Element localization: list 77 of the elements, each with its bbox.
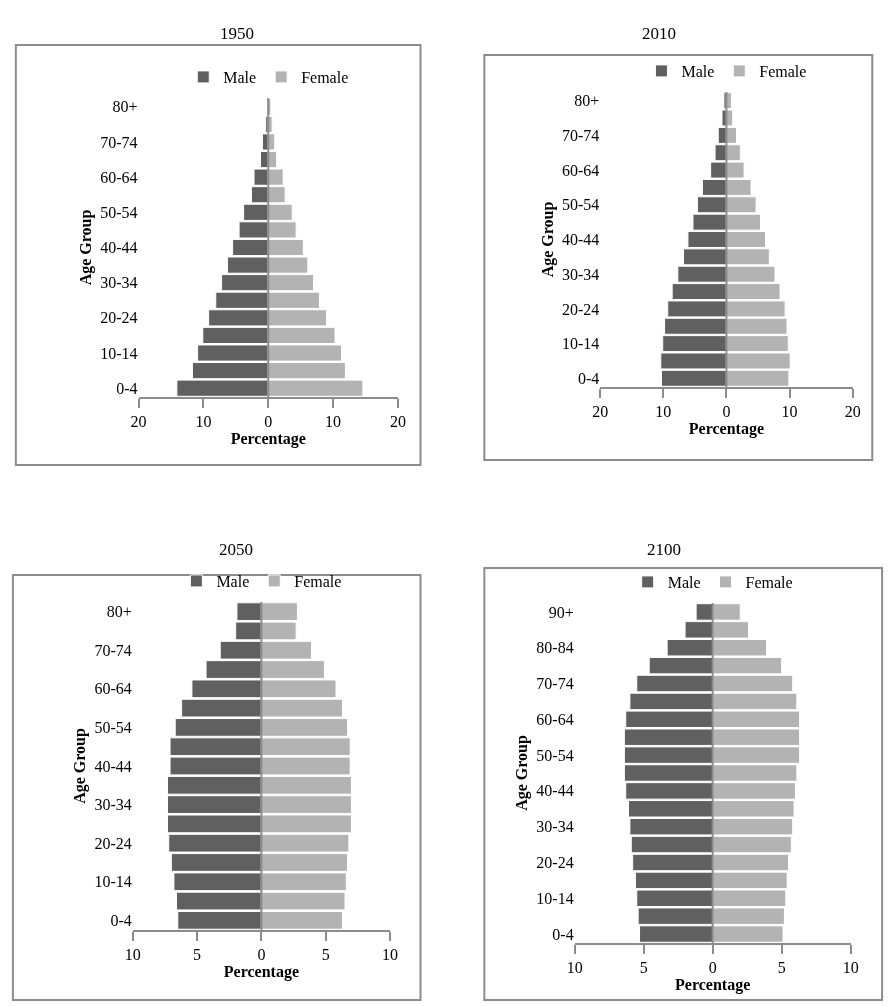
legend-label: Male xyxy=(681,63,715,81)
x-tick-label: 10 xyxy=(781,403,798,421)
y-tick-label: 30-34 xyxy=(536,818,574,836)
y-tick-label: 20-24 xyxy=(561,300,600,318)
x-tick-label: 0 xyxy=(708,959,717,977)
y-axis-title: Age Group xyxy=(77,209,96,286)
y-tick-label: 10-14 xyxy=(536,889,574,907)
x-tick-label: 10 xyxy=(566,959,583,977)
y-tick-label: 50-54 xyxy=(536,746,574,764)
x-tick-label: 5 xyxy=(321,946,330,964)
legend-label: Female xyxy=(301,69,349,87)
legend-label: Male xyxy=(667,574,701,592)
y-tick-label: 80+ xyxy=(574,92,600,110)
y-axis-title: Age Group xyxy=(513,735,532,811)
y-tick-label: 60-64 xyxy=(536,710,574,728)
y-tick-label: 80+ xyxy=(112,98,138,116)
chart-title: 2010 xyxy=(642,24,676,43)
y-tick-label: 80-84 xyxy=(536,639,574,657)
y-tick-label: 30-34 xyxy=(100,274,138,292)
y-tick-label: 60-64 xyxy=(94,680,132,698)
chart-title: 1950 xyxy=(220,24,254,43)
y-tick-label: 10-14 xyxy=(94,873,132,891)
y-tick-label: 70-74 xyxy=(536,675,574,693)
y-tick-label: 20-24 xyxy=(94,834,132,852)
y-tick-label: 50-54 xyxy=(94,719,132,737)
x-tick-label: 20 xyxy=(130,413,147,431)
y-tick-label: 50-54 xyxy=(100,203,138,221)
legend-label: Female xyxy=(759,63,807,81)
y-tick-label: 90+ xyxy=(548,603,574,621)
y-tick-label: 80+ xyxy=(106,603,132,621)
y-tick-label: 20-24 xyxy=(536,854,574,872)
y-tick-label: 70-74 xyxy=(561,126,600,144)
y-tick-label: 70-74 xyxy=(94,641,132,659)
x-tick-label: 0 xyxy=(257,946,266,964)
y-tick-label: 60-64 xyxy=(100,168,138,186)
y-tick-label: 50-54 xyxy=(561,196,600,214)
y-tick-label: 30-34 xyxy=(94,796,132,814)
x-axis-title: Percentage xyxy=(223,963,299,982)
x-tick-label: 20 xyxy=(592,403,609,421)
x-tick-label: 5 xyxy=(193,946,202,964)
y-tick-label: 40-44 xyxy=(561,231,600,249)
x-tick-label: 0 xyxy=(722,403,731,421)
x-tick-label: 20 xyxy=(389,413,406,431)
y-axis-title: Age Group xyxy=(538,201,557,278)
chart-title: 2100 xyxy=(647,540,681,559)
legend-label: Male xyxy=(223,69,257,87)
y-tick-label: 40-44 xyxy=(536,782,574,800)
chart-title: 2050 xyxy=(219,540,253,559)
x-axis-title: Percentage xyxy=(230,430,306,449)
y-tick-label: 30-34 xyxy=(561,265,600,283)
y-axis-title: Age Group xyxy=(71,728,90,804)
x-tick-label: 5 xyxy=(639,959,648,977)
y-tick-label: 20-24 xyxy=(100,309,138,327)
x-tick-label: 5 xyxy=(777,959,786,977)
x-tick-label: 10 xyxy=(655,403,672,421)
legend-label: Female xyxy=(294,573,342,591)
y-tick-label: 0-4 xyxy=(110,911,132,929)
y-tick-label: 0-4 xyxy=(552,925,574,943)
x-tick-label: 10 xyxy=(842,959,859,977)
x-axis-title: Percentage xyxy=(688,420,765,439)
y-tick-label: 10-14 xyxy=(561,335,600,353)
x-axis-title: Percentage xyxy=(675,976,751,995)
y-tick-label: 70-74 xyxy=(100,133,138,151)
y-tick-label: 40-44 xyxy=(94,757,132,775)
x-tick-label: 10 xyxy=(325,413,342,431)
y-tick-label: 60-64 xyxy=(561,161,600,179)
y-tick-label: 10-14 xyxy=(100,344,138,362)
legend-label: Female xyxy=(745,574,793,592)
x-tick-label: 10 xyxy=(382,946,399,964)
y-tick-label: 0-4 xyxy=(577,369,600,387)
y-tick-label: 40-44 xyxy=(100,239,138,257)
x-tick-label: 20 xyxy=(844,403,861,421)
x-tick-label: 10 xyxy=(124,946,141,964)
y-tick-label: 0-4 xyxy=(116,379,138,397)
x-tick-label: 10 xyxy=(195,413,212,431)
x-tick-label: 0 xyxy=(264,413,273,431)
legend-label: Male xyxy=(216,573,250,591)
